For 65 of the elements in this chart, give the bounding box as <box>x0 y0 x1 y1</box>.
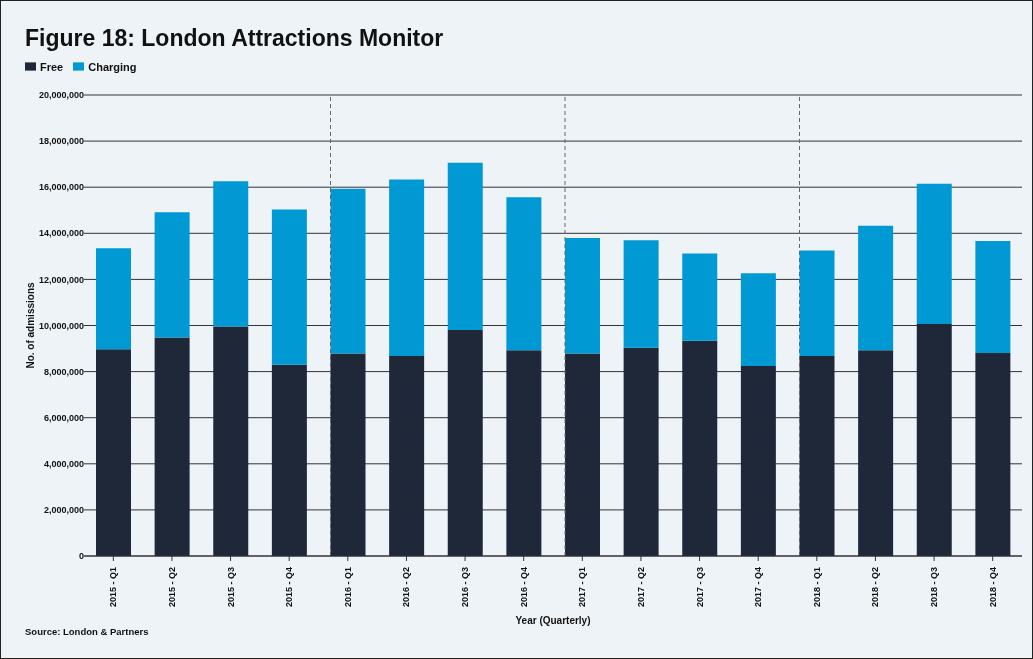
x-tick-label: 2015 - Q2 <box>166 567 177 608</box>
bar <box>154 337 190 556</box>
bar <box>858 350 894 556</box>
bar <box>506 197 542 351</box>
x-tick-label: 2017 - Q2 <box>635 567 646 608</box>
bar <box>330 188 366 354</box>
bar <box>916 183 952 324</box>
bar <box>740 366 776 556</box>
y-tick-label: 20,000,000 <box>38 90 84 101</box>
y-tick-label: 16,000,000 <box>38 182 84 193</box>
bar <box>565 353 600 556</box>
x-tick-label: 2018 - Q1 <box>811 567 822 608</box>
bar <box>213 181 249 327</box>
y-tick-label: 2,000,000 <box>43 505 84 516</box>
x-tick-label: 2015 - Q1 <box>108 567 119 608</box>
bar <box>96 349 131 556</box>
y-axis-title: No. of admissions <box>24 282 36 369</box>
bar <box>389 179 425 356</box>
x-tick-label: 2017 - Q3 <box>694 567 705 608</box>
source-note: Source: London & Partners <box>25 626 149 637</box>
x-tick-label: 2018 - Q2 <box>870 567 881 608</box>
bar <box>506 350 542 556</box>
x-tick-label: 2015 - Q3 <box>225 567 236 608</box>
x-axis-title: Year (Quarterly) <box>515 615 591 626</box>
bar <box>154 212 190 338</box>
bar <box>271 364 307 556</box>
bar <box>975 240 1011 353</box>
bar <box>682 253 718 341</box>
bar <box>858 225 894 351</box>
y-tick-label: 14,000,000 <box>38 228 84 239</box>
x-tick-label: 2017 - Q4 <box>753 567 764 608</box>
bar <box>799 355 835 556</box>
bar <box>740 273 776 367</box>
bar <box>682 340 718 556</box>
y-tick-label: 4,000,000 <box>43 458 84 469</box>
bar <box>623 347 659 556</box>
x-tick-label: 2015 - Q4 <box>284 567 295 608</box>
bar <box>213 326 249 556</box>
bar <box>447 330 483 556</box>
bar <box>975 352 1011 556</box>
bar <box>799 250 835 356</box>
x-tick-label: 2016 - Q4 <box>518 567 529 608</box>
bar <box>916 323 952 556</box>
chart-title: Figure 18: London Attractions Monitor <box>25 24 444 52</box>
y-tick-label: 12,000,000 <box>38 274 84 285</box>
y-tick-label: 8,000,000 <box>43 366 84 377</box>
x-tick-label: 2016 - Q1 <box>342 567 353 608</box>
bar <box>271 209 307 365</box>
legend-label: Free <box>40 61 64 73</box>
bar <box>96 248 131 350</box>
legend-label: Charging <box>88 61 137 73</box>
x-tick-label: 2018 - Q4 <box>987 567 998 608</box>
x-tick-label: 2016 - Q2 <box>401 567 412 608</box>
bar <box>447 162 483 331</box>
x-tick-label: 2017 - Q1 <box>577 567 588 608</box>
y-tick-label: 6,000,000 <box>43 412 84 423</box>
y-tick-label: 18,000,000 <box>38 136 84 147</box>
x-tick-label: 2018 - Q3 <box>929 567 940 608</box>
bar <box>565 237 600 354</box>
y-tick-label: 0 <box>78 551 84 562</box>
y-tick-label: 10,000,000 <box>38 320 84 331</box>
bar <box>623 240 659 348</box>
bar <box>330 353 366 556</box>
x-tick-label: 2016 - Q3 <box>460 567 471 608</box>
bar <box>389 355 425 556</box>
